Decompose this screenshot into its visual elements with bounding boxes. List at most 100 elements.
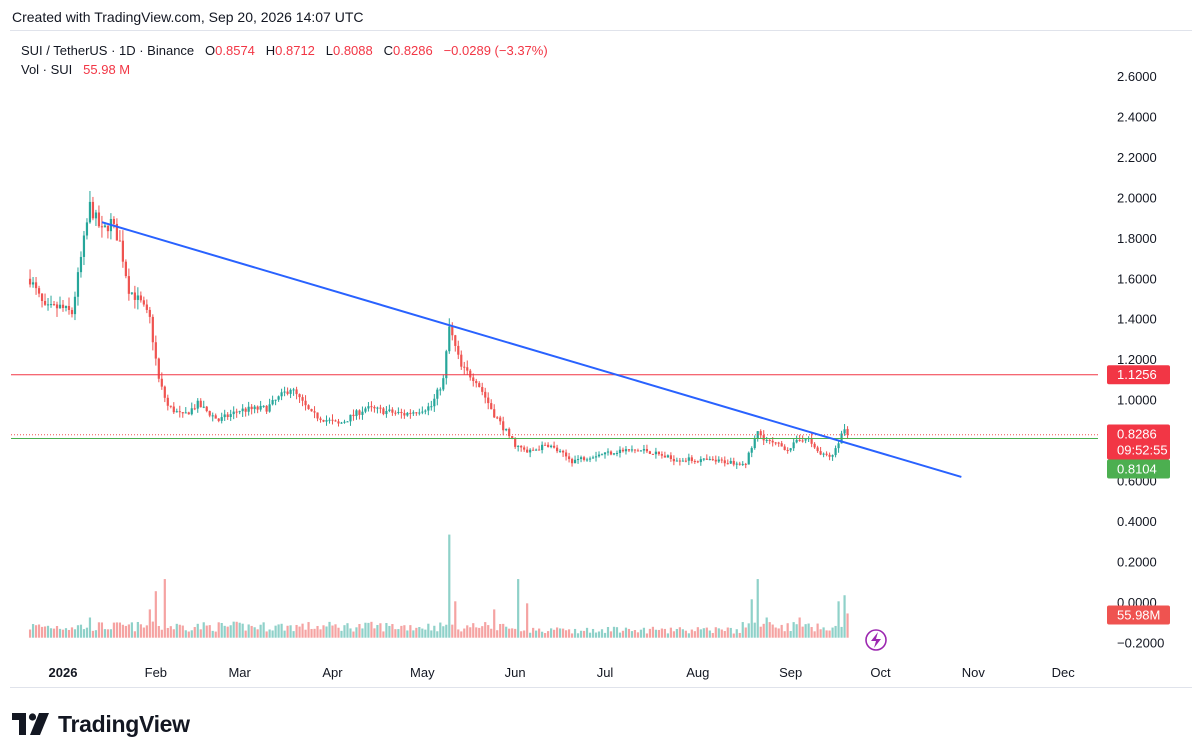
volume-bar — [750, 599, 753, 638]
candle-body — [28, 278, 32, 285]
candle-body — [612, 453, 616, 455]
volume-bar — [169, 626, 172, 638]
volume-bar — [235, 621, 238, 638]
volume-bar — [364, 622, 367, 638]
volume-bar — [624, 627, 628, 638]
volume-bar — [603, 632, 607, 638]
volume-bar — [457, 629, 460, 638]
volume-bar — [124, 625, 127, 638]
candle-body — [418, 412, 421, 414]
volume-bar — [490, 628, 493, 638]
candle-body — [597, 454, 601, 457]
candle-body — [295, 389, 298, 395]
volume-bar — [352, 631, 355, 638]
volume-label[interactable]: Vol · SUI — [21, 62, 73, 77]
candle-body — [801, 440, 804, 442]
symbol-label[interactable]: SUI / TetherUS · 1D · Binance — [21, 43, 195, 58]
volume-bar — [550, 628, 553, 638]
volume-bar — [334, 624, 337, 638]
last-price-tag-text: 09:52:55 — [1117, 443, 1168, 458]
candle-body — [148, 309, 151, 317]
volume-bar — [487, 625, 490, 638]
candle-body — [250, 406, 253, 410]
candle-body — [307, 405, 310, 410]
candle-body — [235, 411, 238, 413]
volume-bar — [448, 534, 451, 638]
volume-bar — [109, 629, 113, 638]
volume-bar — [520, 631, 523, 638]
y-tick-label: 1.0000 — [1117, 393, 1157, 408]
candle-body — [846, 428, 849, 435]
candle-body — [532, 449, 535, 451]
candle-body — [660, 454, 663, 456]
volume-bar — [130, 622, 133, 638]
candle-body — [729, 460, 732, 464]
candle-body — [55, 304, 59, 309]
volume-bar — [322, 625, 325, 638]
volume-bar — [451, 624, 454, 638]
candle-body — [145, 304, 148, 310]
volume-bar — [349, 628, 352, 638]
y-tick-label: 2.6000 — [1117, 69, 1157, 84]
candle-body — [289, 389, 292, 394]
candle-body — [624, 449, 628, 452]
candle-body — [142, 300, 145, 305]
candle-body — [561, 450, 565, 453]
volume-bar — [391, 624, 394, 638]
candle-body — [684, 460, 687, 462]
candle-body — [88, 201, 92, 223]
candle-body — [493, 409, 496, 418]
candle-body — [535, 449, 538, 451]
candle-body — [843, 429, 846, 434]
candle-body — [388, 409, 391, 411]
candle-body — [621, 449, 625, 452]
candle-body — [711, 459, 714, 461]
candle-body — [451, 326, 454, 336]
x-tick-label: Feb — [145, 665, 167, 680]
candle-body — [430, 406, 433, 408]
volume-bar — [819, 629, 822, 638]
volume-bar — [238, 622, 241, 638]
lightning-icon[interactable] — [865, 629, 887, 651]
candle-body — [82, 235, 86, 257]
candle-body — [232, 411, 235, 415]
candle-body — [666, 455, 669, 458]
volume-bar — [714, 627, 717, 638]
tradingview-brand[interactable]: TradingView — [12, 709, 190, 739]
candle-body — [100, 226, 104, 228]
candle-body — [112, 218, 116, 224]
volume-bar — [424, 629, 427, 638]
volume-bar — [214, 631, 217, 638]
candle-body — [61, 304, 65, 309]
volume-bar — [97, 622, 101, 638]
candle-body — [756, 431, 759, 439]
volume-bar — [52, 628, 56, 638]
candle-body — [693, 461, 696, 463]
candle-body — [651, 453, 655, 455]
candle-body — [630, 449, 634, 451]
volume-bar — [298, 626, 301, 638]
volume-bar — [484, 622, 487, 638]
candle-body — [762, 435, 765, 441]
candle-body — [286, 391, 289, 394]
volume-bar — [259, 624, 262, 638]
volume-bar — [654, 629, 658, 638]
candle-body — [103, 225, 107, 228]
y-tick-label: 1.8000 — [1117, 231, 1157, 246]
volume-bar — [720, 629, 723, 638]
volume-bar — [840, 626, 843, 638]
volume-bar — [663, 628, 666, 638]
volume-bar — [732, 633, 735, 638]
candle-body — [505, 428, 508, 431]
candle-body — [43, 300, 47, 305]
candle-body — [825, 453, 828, 455]
volume-bar — [427, 623, 430, 638]
volume-bar — [79, 624, 83, 638]
volume-bar — [361, 628, 364, 638]
candle-body — [364, 408, 367, 412]
volume-bar — [418, 627, 421, 638]
volume-bar — [771, 624, 774, 638]
volume-bar — [256, 629, 259, 638]
candle-body — [774, 442, 777, 444]
